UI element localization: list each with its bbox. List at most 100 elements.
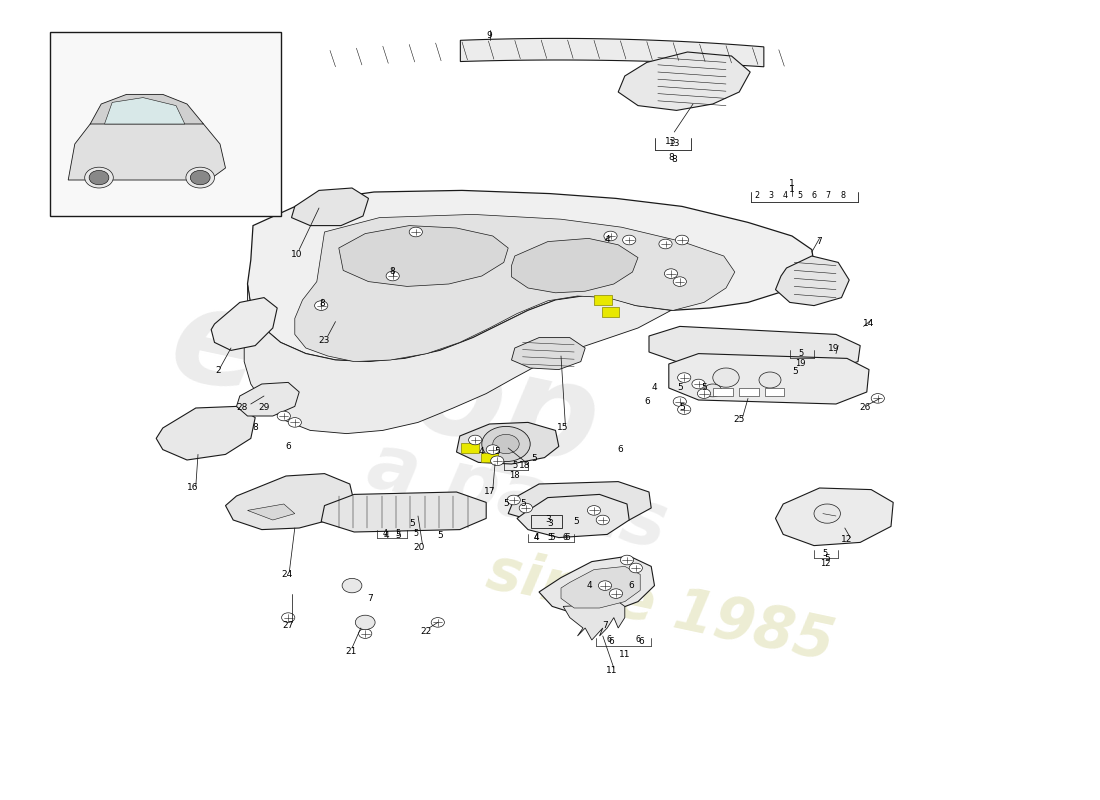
Text: 5: 5	[573, 517, 580, 526]
Text: 4: 4	[383, 531, 389, 541]
Text: 6: 6	[812, 191, 816, 201]
Bar	[481, 453, 498, 462]
Polygon shape	[211, 298, 277, 350]
Circle shape	[664, 269, 678, 278]
Bar	[531, 515, 562, 528]
Circle shape	[190, 170, 210, 185]
Text: 7: 7	[366, 594, 373, 603]
Circle shape	[587, 506, 601, 515]
Bar	[50, 32, 280, 216]
Circle shape	[673, 277, 686, 286]
Circle shape	[704, 384, 722, 397]
Text: 5: 5	[395, 531, 402, 541]
Text: 3: 3	[769, 191, 773, 201]
Circle shape	[629, 563, 642, 573]
Circle shape	[282, 613, 295, 622]
Polygon shape	[104, 98, 185, 124]
Text: 6: 6	[607, 635, 612, 645]
Text: 8: 8	[671, 155, 678, 165]
Polygon shape	[776, 256, 849, 306]
Text: 7: 7	[826, 191, 830, 201]
Text: 5: 5	[396, 529, 400, 538]
Text: 21: 21	[345, 647, 356, 657]
Text: 1: 1	[789, 179, 795, 189]
Bar	[713, 388, 733, 396]
Circle shape	[598, 581, 612, 590]
Text: 11: 11	[619, 650, 630, 659]
Circle shape	[186, 167, 214, 188]
Text: 13: 13	[666, 137, 676, 146]
Text: 5: 5	[701, 383, 707, 393]
Polygon shape	[460, 38, 763, 66]
Text: 18: 18	[519, 461, 530, 470]
Text: 2: 2	[755, 191, 759, 201]
Text: 16: 16	[187, 483, 198, 493]
Bar	[461, 443, 478, 453]
Circle shape	[759, 372, 781, 388]
Polygon shape	[292, 188, 368, 226]
Polygon shape	[90, 94, 204, 124]
Text: 4: 4	[478, 446, 485, 456]
Text: 5: 5	[409, 519, 416, 529]
Bar	[764, 388, 784, 396]
Text: 3: 3	[547, 519, 553, 529]
Polygon shape	[512, 238, 638, 293]
Text: 4: 4	[586, 581, 593, 590]
Polygon shape	[517, 494, 629, 538]
Text: 9: 9	[486, 31, 493, 41]
Text: 6: 6	[644, 397, 650, 406]
Circle shape	[409, 227, 422, 237]
Text: 4: 4	[604, 235, 611, 245]
Polygon shape	[156, 406, 255, 460]
Circle shape	[277, 411, 290, 421]
Text: 6: 6	[564, 533, 571, 542]
Polygon shape	[539, 556, 654, 614]
Polygon shape	[512, 338, 585, 370]
Polygon shape	[248, 190, 814, 362]
Text: 12: 12	[820, 559, 830, 569]
Polygon shape	[563, 602, 625, 640]
Circle shape	[315, 301, 328, 310]
Text: 17: 17	[484, 487, 495, 497]
Polygon shape	[236, 382, 299, 416]
Circle shape	[620, 555, 634, 565]
Circle shape	[386, 271, 399, 281]
Text: 22: 22	[420, 627, 431, 637]
Circle shape	[609, 589, 623, 598]
Text: 4: 4	[651, 383, 658, 393]
Text: 19: 19	[795, 359, 806, 369]
Polygon shape	[776, 488, 893, 546]
Text: 29: 29	[258, 403, 270, 413]
Polygon shape	[226, 474, 354, 530]
Text: 8: 8	[668, 153, 674, 162]
Circle shape	[659, 239, 672, 249]
Polygon shape	[561, 566, 640, 608]
Text: 5: 5	[531, 454, 538, 463]
Circle shape	[596, 515, 609, 525]
Text: 8: 8	[319, 299, 326, 309]
Text: 5: 5	[503, 499, 509, 509]
Circle shape	[342, 578, 362, 593]
Text: 5: 5	[679, 403, 685, 413]
Polygon shape	[295, 214, 735, 362]
Text: 8: 8	[252, 423, 258, 433]
Text: 5: 5	[676, 383, 683, 393]
Circle shape	[482, 426, 530, 462]
Text: 5: 5	[549, 533, 556, 542]
Circle shape	[288, 418, 301, 427]
Text: 4: 4	[534, 533, 540, 542]
Text: since 1985: since 1985	[481, 543, 839, 673]
Text: 5: 5	[792, 367, 799, 377]
Text: 13: 13	[669, 139, 680, 149]
Text: 27: 27	[283, 621, 294, 630]
Text: 25: 25	[734, 415, 745, 425]
Text: 20: 20	[414, 542, 425, 552]
Text: 28: 28	[236, 403, 248, 413]
Text: 5: 5	[823, 549, 827, 558]
Text: 5: 5	[414, 529, 418, 538]
Circle shape	[814, 504, 840, 523]
Text: 2: 2	[214, 366, 221, 375]
Circle shape	[431, 618, 444, 627]
Circle shape	[493, 434, 519, 454]
Text: 5: 5	[494, 446, 501, 456]
